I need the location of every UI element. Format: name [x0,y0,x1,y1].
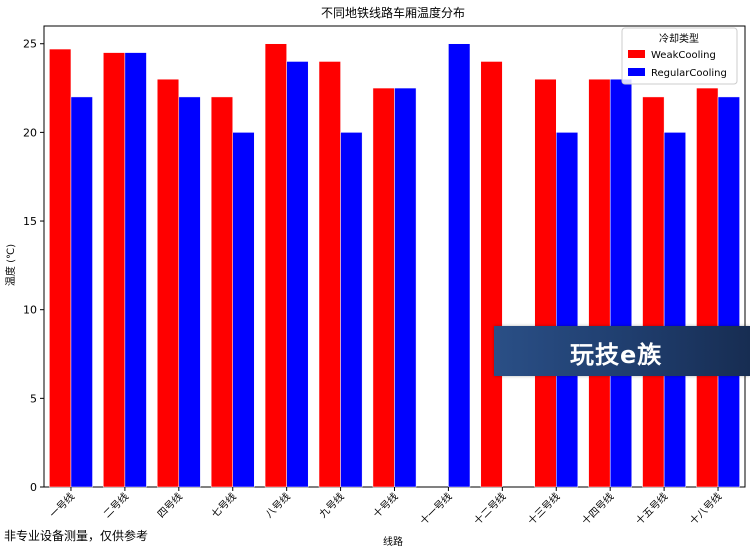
bar-weak-6 [372,87,395,488]
bar-weak-10 [588,78,611,488]
y-tick-label: 0 [30,481,37,494]
bar-regular-0 [70,96,93,488]
chart-title: 不同地铁线路车厢温度分布 [321,5,465,20]
x-axis: 一号线 二号线 四号线 七号线 八号线 九号线 十号线 十一号线 十二号线 十三号线 十四号线 十五号… [47,487,724,527]
x-tick-label: 十八号线 [687,490,724,527]
y-axis: 0 5 10 15 20 25 [23,38,44,494]
bar-regular-12 [717,96,740,488]
x-axis-label: 线路 [383,535,403,548]
bar-regular-5 [340,132,363,488]
legend-box [621,27,738,85]
x-tick-label: 十二号线 [471,490,508,527]
bars-group [49,43,740,488]
bar-weak-9 [534,78,557,488]
bar-regular-4 [286,61,309,488]
x-tick-label: 四号线 [155,490,185,520]
bar-regular-7 [448,43,471,488]
bar-regular-3 [232,132,255,488]
x-tick-label: 七号线 [208,490,238,520]
x-tick-label: 十三号线 [525,490,562,527]
legend-title: 冷却类型 [659,32,699,45]
bar-weak-12 [696,87,719,488]
bar-regular-6 [394,87,417,488]
y-tick-label: 15 [23,215,37,228]
y-axis-label: 温度 (℃) [4,244,17,286]
watermark-banner: 玩技e族 [494,326,750,376]
legend-label-regular: RegularCooling [651,68,727,79]
y-tick-label: 10 [23,304,37,317]
footnote: 非专业设备测量，仅供参考 [4,529,149,543]
bar-regular-11 [663,132,686,488]
y-tick-label: 20 [23,126,37,139]
bar-weak-1 [103,52,126,488]
x-tick-label: 二号线 [101,490,131,520]
x-tick-label: 十一号线 [417,490,454,527]
x-tick-label: 九号线 [316,490,346,520]
x-tick-label: 一号线 [47,490,77,520]
watermark-text: 玩技e族 [570,341,663,369]
bar-regular-2 [178,96,201,488]
bar-weak-5 [318,61,341,488]
bar-regular-1 [124,52,147,488]
x-tick-label: 十五号线 [633,490,670,527]
y-tick-label: 5 [30,392,37,405]
x-tick-label: 八号线 [262,490,292,520]
bar-regular-10 [609,78,633,488]
legend: 冷却类型 WeakCooling RegularCooling [621,27,738,85]
bar-weak-3 [210,96,233,488]
bar-weak-8 [480,61,503,488]
y-tick-label: 25 [23,38,37,51]
bar-weak-2 [156,78,180,488]
legend-swatch-weak [628,50,645,58]
x-tick-label: 十四号线 [579,490,616,527]
x-tick-label: 十号线 [370,490,400,520]
bar-weak-4 [264,43,287,488]
legend-label-weak: WeakCooling [651,50,716,61]
bar-weak-11 [642,96,665,488]
bar-regular-9 [556,132,579,488]
bar-weak-0 [49,48,72,488]
legend-swatch-regular [628,68,645,76]
